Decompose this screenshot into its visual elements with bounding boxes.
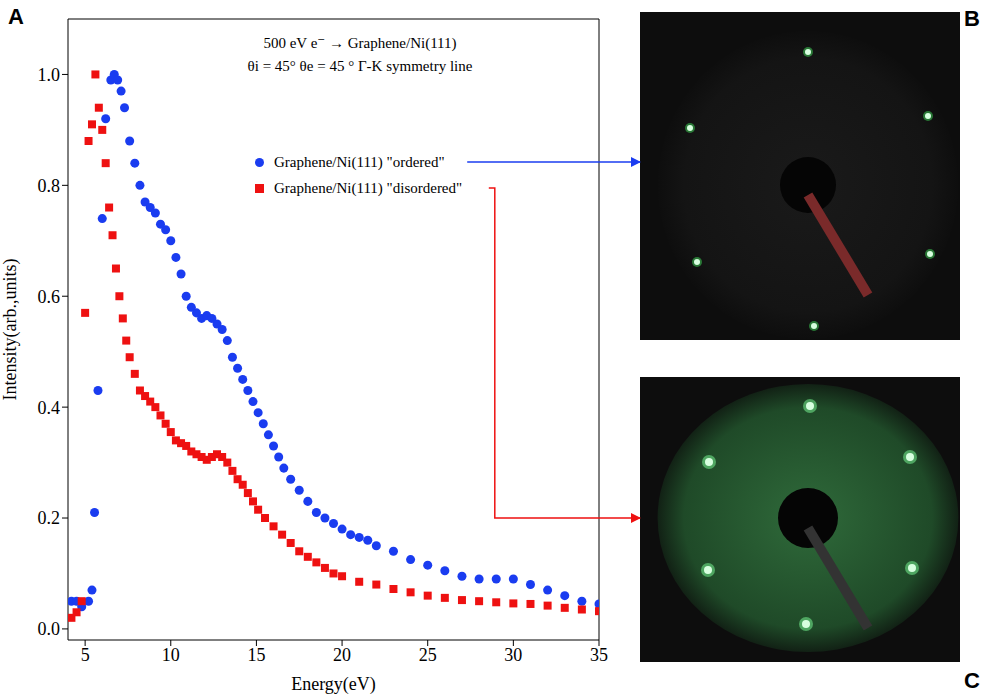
html-text:θi = 45° θe = 45 ° Γ-K symmetr: θi = 45° θe = 45 ° Γ-K symmetry line [247, 58, 473, 74]
svg-text:Intensity(arb.,units): Intensity(arb.,units) [0, 259, 21, 401]
html-text:C: C [964, 668, 980, 693]
svg-text:35: 35 [590, 645, 608, 665]
svg-text:Energy(eV): Energy(eV) [291, 674, 376, 695]
svg-text:10: 10 [162, 645, 180, 665]
svg-text:20: 20 [333, 645, 351, 665]
svg-text:0.0: 0.0 [38, 619, 61, 639]
html-text:A: A [8, 4, 24, 29]
svg-text:0.6: 0.6 [38, 287, 61, 307]
html-text:Graphene/Ni(111) "ordered": Graphene/Ni(111) "ordered" [274, 153, 445, 170]
svg-text:0.2: 0.2 [38, 508, 61, 528]
html-text:Graphene/Ni(111) "disordered": Graphene/Ni(111) "disordered" [274, 179, 463, 196]
html-text:B: B [964, 6, 980, 31]
svg-text:5: 5 [81, 645, 90, 665]
svg-text:0.8: 0.8 [38, 176, 61, 196]
html-text:500 eV e⁻ → Graphene/Ni(111): 500 eV e⁻ → Graphene/Ni(111) [263, 35, 457, 51]
svg-text:15: 15 [247, 645, 265, 665]
svg-text:0.4: 0.4 [38, 398, 61, 418]
svg-text:30: 30 [504, 645, 522, 665]
svg-text:25: 25 [419, 645, 437, 665]
svg-text:1.0: 1.0 [38, 65, 61, 85]
